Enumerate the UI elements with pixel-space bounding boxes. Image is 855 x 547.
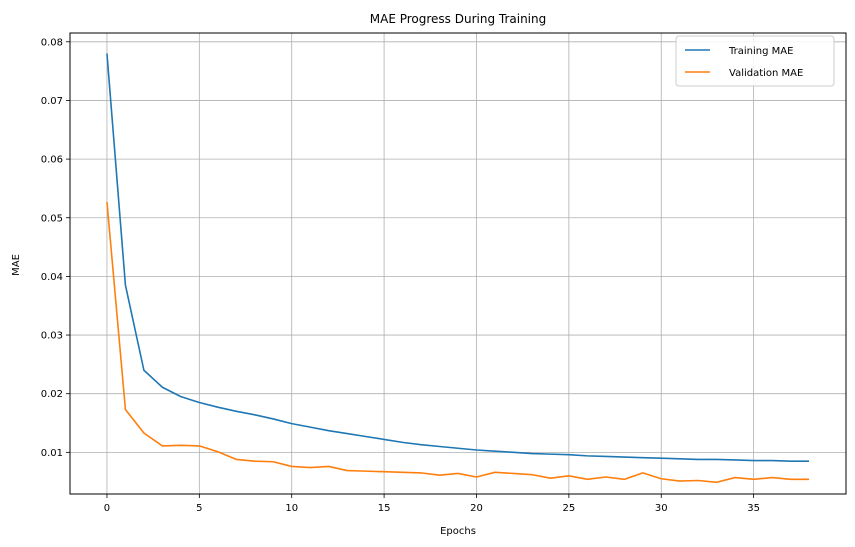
y-tick-label: 0.01 bbox=[41, 448, 63, 459]
x-axis-label: Epochs bbox=[440, 526, 476, 537]
series-line-validation-mae bbox=[106, 201, 810, 484]
y-axis-label: MAE bbox=[11, 254, 22, 276]
x-tick-label: 35 bbox=[747, 503, 760, 514]
x-tick-label: 0 bbox=[104, 503, 110, 514]
grid-lines bbox=[70, 33, 846, 494]
axis-ticks: 0 5 10 15 20 25 30 35 0.01 0.02 0.03 0.04 0.05 0.06 0.… bbox=[41, 37, 760, 514]
y-tick-label: 0.07 bbox=[41, 96, 63, 107]
chart-title: MAE Progress During Training bbox=[370, 12, 546, 26]
y-tick-label: 0.03 bbox=[41, 331, 63, 342]
y-tick-label: 0.06 bbox=[41, 155, 63, 166]
legend-box bbox=[675, 35, 835, 87]
x-tick-label: 5 bbox=[196, 503, 202, 514]
x-tick-label: 15 bbox=[378, 503, 391, 514]
x-tick-label: 30 bbox=[655, 503, 668, 514]
x-tick-label: 25 bbox=[562, 503, 575, 514]
y-tick-label: 0.05 bbox=[41, 213, 63, 224]
plot-frame bbox=[69, 32, 847, 495]
x-tick-label: 10 bbox=[285, 503, 298, 514]
y-tick-label: 0.04 bbox=[41, 272, 63, 283]
x-tick-label: 20 bbox=[470, 503, 483, 514]
legend: Training MAE Validation MAE bbox=[675, 35, 835, 87]
series-lines bbox=[106, 53, 810, 484]
legend-label-training-mae: Training MAE bbox=[728, 46, 793, 57]
y-tick-label: 0.02 bbox=[41, 389, 63, 400]
legend-label-validation-mae: Validation MAE bbox=[729, 68, 803, 79]
series-line-training-mae bbox=[106, 53, 810, 462]
y-tick-label: 0.08 bbox=[41, 37, 63, 48]
